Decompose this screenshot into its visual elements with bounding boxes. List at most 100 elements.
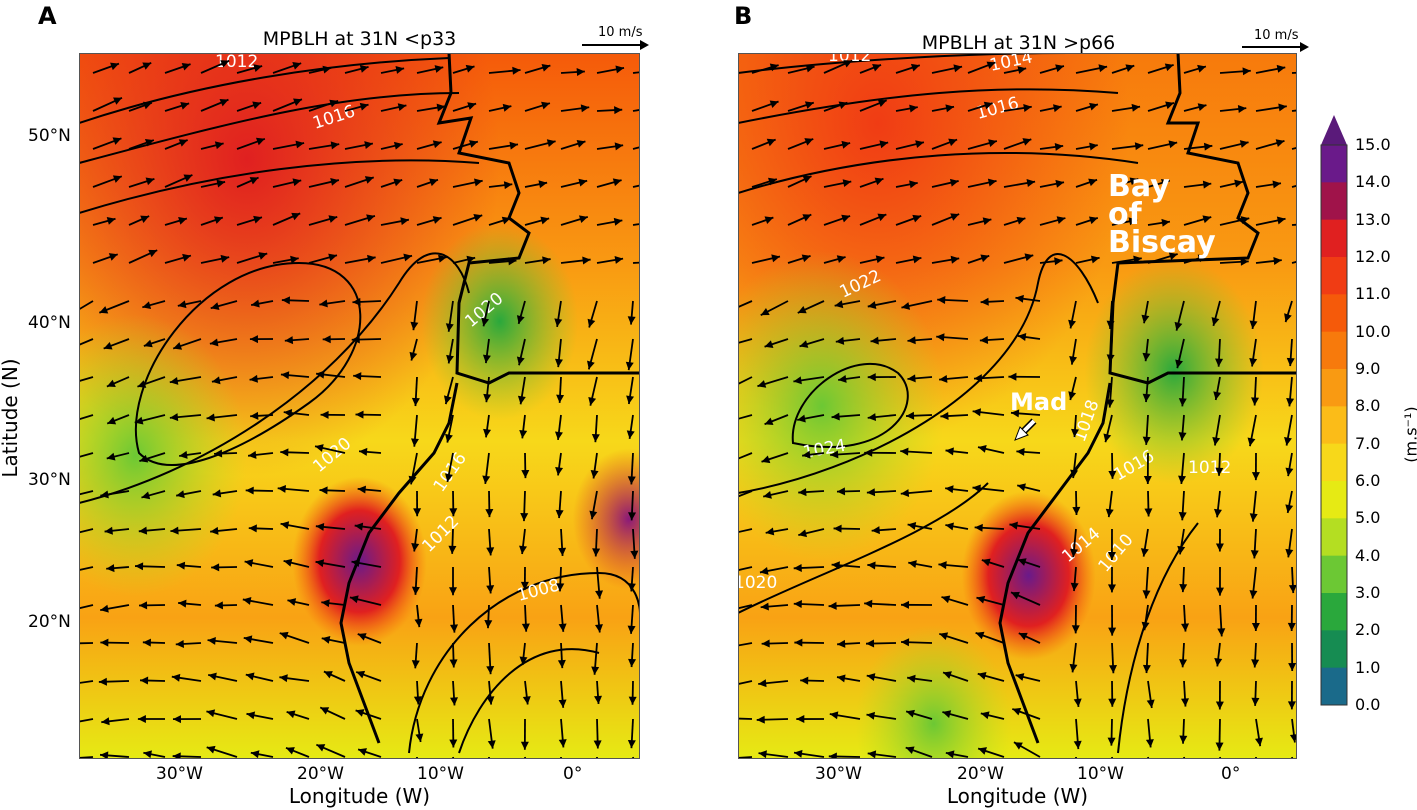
wind-vector-head [936, 333, 945, 342]
panel-b-xtick: 10°W [1077, 764, 1124, 784]
wind-vector-head [213, 216, 223, 224]
wind-vector-head [219, 98, 229, 107]
wind-vector-head [1285, 548, 1294, 558]
colorbar-band [1321, 406, 1347, 445]
wind-vector [79, 300, 94, 311]
wind-vector-head [1098, 64, 1108, 73]
wind-vector-head [450, 624, 459, 633]
wind-vector-head [614, 142, 624, 151]
wind-vector-head [413, 508, 422, 517]
wind-vector-head [829, 711, 839, 720]
panel-a-ytick: 50°N [28, 126, 71, 146]
wind-vector-head [1284, 313, 1292, 323]
colorbar-band [1321, 667, 1347, 706]
wind-vector-head [626, 430, 635, 439]
wind-vector-head [594, 695, 602, 704]
wind-vector-head [1069, 663, 1078, 673]
wind-vector-head [353, 372, 362, 381]
wind-vector-head [245, 672, 255, 681]
wind-vector-head [769, 100, 779, 108]
wind-vector-head [900, 489, 910, 498]
wind-vector-head [1089, 102, 1098, 111]
wind-vector-head [321, 599, 330, 608]
wind-vector-head [1251, 397, 1260, 406]
wind-vector [632, 261, 640, 264]
colorbar-band [1321, 257, 1347, 295]
wind-vector-head [393, 141, 403, 150]
wind-vector-head [1284, 437, 1292, 446]
wind-vector-head [177, 300, 187, 309]
panel-a-xlabel: Longitude (W) [288, 784, 431, 808]
colorbar-tick-label: 12.0 [1355, 247, 1391, 266]
wind-vector-head [943, 671, 952, 679]
wind-vector-head [1287, 622, 1296, 631]
wind-vector-head [1106, 354, 1115, 363]
wind-vector-head [1017, 558, 1027, 566]
colorbar-extend-triangle [1321, 115, 1347, 145]
wind-vector-head [220, 254, 230, 263]
wind-vector-head [950, 255, 960, 264]
wind-vector-head [410, 321, 419, 331]
wind-vector-head [627, 739, 636, 749]
wind-vector-head [355, 709, 365, 717]
wind-vector-head [359, 102, 369, 111]
wind-vector-head [538, 180, 548, 189]
wind-vector-head [397, 103, 407, 112]
wind-vector-head [169, 413, 179, 422]
wind-vector-head [842, 179, 852, 188]
wind-vector-head [1023, 104, 1032, 112]
wind-vector-head [436, 103, 446, 112]
wind-vector-head [107, 416, 117, 425]
wind-vector-head [512, 66, 521, 75]
wind-vector-head [487, 740, 496, 749]
wind-vector-head [558, 739, 567, 748]
wind-vector-head [1213, 508, 1222, 518]
wind-vector-head [910, 63, 920, 72]
colorbar-tick-label: 0.0 [1355, 695, 1381, 714]
wind-vector-head [473, 213, 483, 222]
wind-vector-head [1178, 398, 1187, 407]
wind-vector-head [250, 411, 259, 420]
wind-vector-head [110, 62, 119, 71]
colorbar-tick-label: 2.0 [1355, 620, 1381, 640]
wind-vector-head [98, 677, 107, 686]
wind-vector-head [760, 602, 769, 611]
panel-a-map: 1012 1016 1020 1020 1016 1016 1012 1008 [79, 53, 640, 759]
wind-vector-head [1272, 180, 1281, 189]
wind-vector-head [589, 510, 598, 520]
wind-vector-head [906, 411, 915, 420]
wind-vector-head [628, 658, 637, 668]
wind-vector-head [1179, 659, 1188, 668]
wind-vector-head [330, 177, 339, 186]
wind-vector-head [521, 470, 530, 479]
wind-vector-head [364, 176, 374, 184]
wind-vector-head [352, 297, 361, 306]
wind-vector-head [211, 376, 221, 385]
wind-vector-head [315, 559, 325, 568]
wind-vector-head [835, 336, 845, 345]
wind-vector-head [279, 674, 288, 683]
wind-vector-head [758, 750, 767, 759]
panel-a-frame [79, 53, 640, 759]
wind-vector-head [1178, 512, 1187, 521]
wind-vector-head [909, 180, 918, 189]
wind-vector [738, 680, 753, 685]
panel-a-scale-label: 10 m/s [598, 25, 643, 40]
wind-vector-head [438, 254, 447, 263]
wind-vector-head [1072, 506, 1081, 515]
wind-vector-head [1247, 437, 1256, 447]
wind-vector-head [143, 750, 152, 759]
wind-vector-head [328, 215, 338, 223]
wind-vector-head [864, 599, 873, 608]
wind-vector-head [1237, 105, 1247, 113]
wind-vector-head [1215, 467, 1224, 476]
wind-vector-head [907, 522, 917, 530]
biscay-label: Biscay [1108, 225, 1216, 260]
wind-vector-head [558, 547, 567, 556]
wind-vector-head [358, 748, 367, 756]
wind-vector-head [1129, 177, 1139, 186]
wind-vector-head [519, 430, 528, 439]
wind-vector-head [766, 138, 776, 147]
wind-vector-head [1015, 673, 1025, 681]
wind-vector-head [976, 595, 986, 604]
